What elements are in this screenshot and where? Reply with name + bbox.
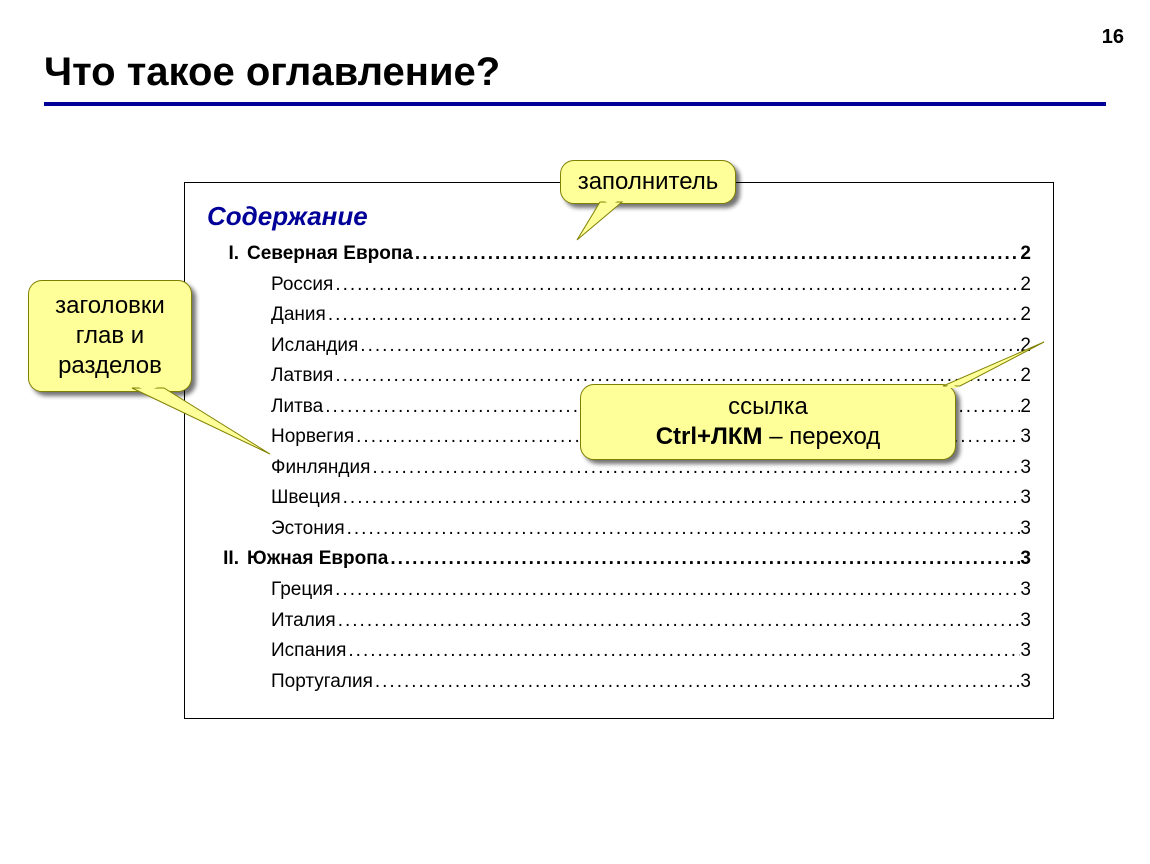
toc-leader-dots: ........................................… [358,332,1020,360]
toc-item-page: 2 [1020,301,1031,329]
toc-leader-dots: ........................................… [345,515,1021,543]
toc-item-label: Исландия [271,332,358,360]
toc-heading: Содержание [207,201,1031,232]
toc-roman: I. [207,240,239,268]
toc-item-page: 3 [1020,637,1031,665]
toc-item-line: Эстония ................................… [207,515,1031,543]
toc-item-label: Дания [271,301,326,329]
toc-body: I. Северная Европа.......................… [207,240,1031,695]
callout-link-bold: Ctrl+ЛКМ [656,423,763,450]
toc-item-label: Норвегия [271,423,354,451]
toc-section-line: I. Северная Европа.......................… [207,240,1031,268]
toc-section-title: Северная Европа [247,240,413,268]
toc-leader-dots: ........................................… [413,240,1021,268]
toc-item-page: 2 [1020,271,1031,299]
slide: 16 Что такое оглавление? Содержание I. Се… [0,0,1150,864]
toc-item-label: Португалия [271,668,373,696]
toc-item-line: Исландия ...............................… [207,332,1031,360]
callout-link-rest: – переход [763,423,881,450]
toc-item-label: Латвия [271,362,333,390]
toc-item-page: 2 [1020,362,1031,390]
callout-headings-line2: глав и [55,321,165,351]
toc-item-line: Португалия .............................… [207,668,1031,696]
toc-leader-dots: ........................................… [336,607,1021,635]
toc-item-label: Литва [271,393,323,421]
toc-section-line: II. Южная Европа.........................… [207,545,1031,573]
toc-leader-dots: ........................................… [373,668,1021,696]
callout-link-line2: Ctrl+ЛКМ – переход [656,422,881,452]
toc-item-page: 3 [1020,607,1031,635]
toc-leader-dots: ........................................… [341,484,1021,512]
toc-item-line: Россия .................................… [207,271,1031,299]
toc-item-page: 3 [1020,515,1031,543]
callout-link-line1: ссылка [656,392,881,422]
callout-fill: заполнитель [560,160,736,204]
toc-item-page: 2 [1020,393,1031,421]
callout-fill-text: заполнитель [578,168,719,196]
toc-item-line: Испания ................................… [207,637,1031,665]
toc-item-label: Финляндия [271,454,370,482]
slide-title: Что такое оглавление? [44,50,500,95]
toc-leader-dots: ........................................… [333,271,1020,299]
toc-item-label: Россия [271,271,333,299]
toc-item-page: 3 [1020,454,1031,482]
toc-item-line: Дания ..................................… [207,301,1031,329]
callout-headings-line3: разделов [55,351,165,381]
toc-item-label: Италия [271,607,336,635]
callout-link: ссылка Ctrl+ЛКМ – переход [580,384,956,460]
toc-item-line: Швеция .................................… [207,484,1031,512]
callout-headings: заголовки глав и разделов [28,280,192,392]
page-number: 16 [1102,26,1124,49]
title-rule [44,102,1106,106]
toc-leader-dots: ........................................… [333,576,1020,604]
toc-item-page: 2 [1020,332,1031,360]
toc-item-page: 3 [1020,484,1031,512]
callout-headings-line1: заголовки [55,291,165,321]
toc-section-page: 2 [1020,240,1031,268]
toc-item-label: Швеция [271,484,341,512]
toc-leader-dots: ........................................… [346,637,1020,665]
toc-item-page: 3 [1020,423,1031,451]
toc-item-label: Испания [271,637,346,665]
toc-item-line: Италия .................................… [207,607,1031,635]
toc-item-page: 3 [1020,576,1031,604]
toc-roman: II. [207,545,239,573]
toc-section-page: 3 [1020,545,1031,573]
toc-leader-dots: ........................................… [326,301,1021,329]
toc-item-label: Греция [271,576,333,604]
toc-leader-dots: ........................................… [388,545,1020,573]
toc-item-page: 3 [1020,668,1031,696]
toc-item-line: Греция .................................… [207,576,1031,604]
toc-item-label: Эстония [271,515,345,543]
toc-section-title: Южная Европа [247,545,388,573]
